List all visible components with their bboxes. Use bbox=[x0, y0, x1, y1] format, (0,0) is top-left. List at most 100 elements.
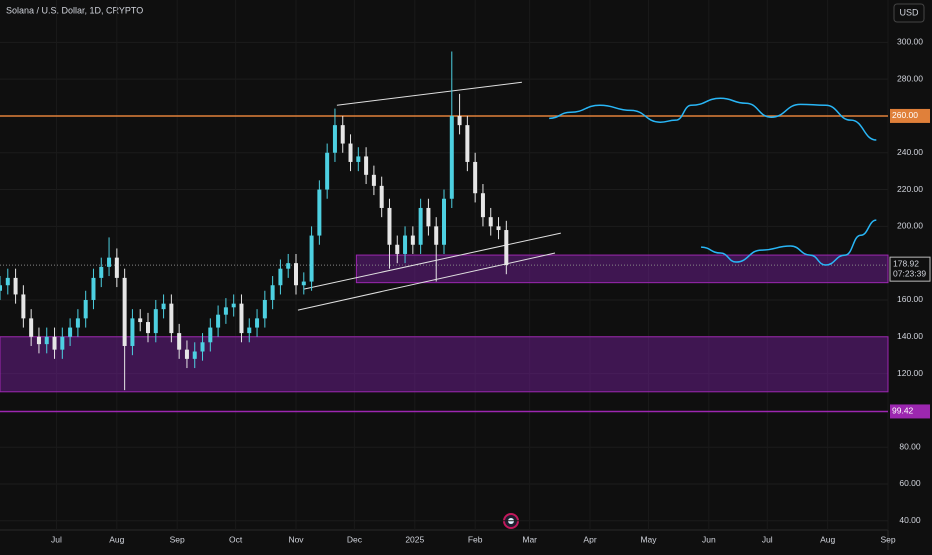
candle-body bbox=[13, 277, 18, 295]
zone bbox=[0, 336, 889, 393]
candle-body bbox=[5, 277, 10, 286]
candle-body bbox=[75, 318, 80, 328]
candle-body bbox=[379, 185, 384, 208]
x-tick-label: Dec bbox=[347, 534, 363, 544]
candle-body bbox=[465, 125, 470, 162]
candle-body bbox=[21, 294, 26, 319]
candle-body bbox=[231, 303, 236, 308]
y-tick-label: 200.00 bbox=[897, 221, 923, 231]
candle-body bbox=[488, 217, 493, 227]
candle-body bbox=[301, 281, 306, 286]
currency[interactable]: USD bbox=[899, 7, 919, 17]
trendline bbox=[336, 81, 522, 106]
candle-body bbox=[262, 299, 267, 319]
candle-body bbox=[146, 322, 150, 334]
candle-body bbox=[387, 207, 392, 245]
candle-body bbox=[107, 257, 112, 267]
candle-body bbox=[177, 333, 182, 350]
candle-body bbox=[332, 125, 337, 153]
x-tick-label: Sep bbox=[880, 534, 895, 544]
candle-body bbox=[122, 277, 127, 346]
candle-body bbox=[36, 336, 41, 345]
candle-body bbox=[239, 303, 244, 334]
last-price-label: 178.92 bbox=[893, 258, 919, 268]
candle-body bbox=[317, 189, 322, 236]
x-tick-label: May bbox=[640, 534, 657, 544]
candle-body bbox=[480, 193, 485, 218]
candle-body bbox=[91, 277, 96, 300]
candle-body bbox=[216, 314, 221, 328]
candle-body bbox=[348, 143, 353, 162]
y-tick-label: 60.00 bbox=[899, 478, 921, 488]
y-tick-label: 80.00 bbox=[899, 441, 921, 451]
candle-body bbox=[83, 299, 88, 319]
candle-body bbox=[169, 303, 174, 334]
x-tick-label: Oct bbox=[229, 534, 243, 544]
y-tick-label: 220.00 bbox=[897, 184, 923, 194]
candle-body bbox=[294, 263, 298, 286]
projection-line bbox=[701, 219, 877, 266]
level-label: 260.00 bbox=[892, 110, 918, 120]
x-tick-label: Jun bbox=[702, 534, 716, 544]
trendline bbox=[297, 252, 556, 311]
candle-body bbox=[153, 309, 158, 334]
candle-body bbox=[410, 235, 415, 245]
projection-line bbox=[549, 97, 877, 141]
level-label: 99.42 bbox=[892, 406, 914, 416]
x-tick-label: Sep bbox=[170, 534, 185, 544]
candle-body bbox=[247, 327, 252, 334]
candle-body bbox=[0, 285, 2, 291]
y-tick-label: 160.00 bbox=[897, 294, 923, 304]
chart-title: Solana / U.S. Dollar, 1D, CRYPTO bbox=[6, 5, 143, 15]
candle-body bbox=[434, 226, 439, 245]
candle-body bbox=[255, 318, 260, 328]
candle-body bbox=[504, 230, 509, 265]
level-label-box bbox=[890, 404, 930, 419]
candle-body bbox=[364, 156, 369, 175]
candle-body bbox=[340, 125, 345, 144]
plot bbox=[0, 0, 889, 530]
y-tick-label: 300.00 bbox=[897, 37, 923, 47]
candle-body bbox=[278, 268, 283, 286]
candle-body bbox=[200, 342, 205, 352]
candle-body bbox=[208, 327, 213, 343]
candle-body bbox=[138, 318, 143, 323]
candle-body bbox=[449, 115, 454, 199]
countdown: 07:23:39 bbox=[893, 268, 926, 278]
candle-body bbox=[192, 351, 197, 359]
y-tick-label: 120.00 bbox=[897, 368, 923, 378]
trendline bbox=[303, 232, 561, 290]
candle-body bbox=[356, 156, 361, 162]
candle-body bbox=[371, 174, 376, 186]
candle-body bbox=[68, 327, 73, 337]
candle-body bbox=[286, 263, 291, 269]
candle-body bbox=[395, 244, 400, 254]
last-price-box bbox=[889, 256, 931, 282]
candle-body bbox=[442, 198, 446, 245]
x-tick-label: Aug bbox=[109, 534, 124, 544]
candle-body bbox=[184, 349, 189, 359]
candle-body bbox=[496, 226, 501, 231]
candle-body bbox=[325, 152, 330, 190]
candle-body bbox=[29, 318, 34, 337]
x-tick-label: Jul bbox=[51, 534, 62, 544]
candle-body bbox=[418, 207, 423, 245]
x-tick-label: Nov bbox=[288, 534, 304, 544]
y-tick-label: 140.00 bbox=[897, 331, 923, 341]
x-tick-label: Mar bbox=[522, 534, 537, 544]
y-tick-label: 280.00 bbox=[897, 73, 923, 83]
level-label-box bbox=[890, 108, 930, 123]
y-tick-label: 40.00 bbox=[899, 515, 921, 525]
candle-body bbox=[223, 307, 228, 315]
x-tick-label: Apr bbox=[583, 534, 596, 544]
candle-body bbox=[457, 115, 462, 126]
candle-body bbox=[473, 161, 478, 194]
currency-button[interactable] bbox=[893, 3, 925, 23]
x-tick-label: Aug bbox=[820, 534, 835, 544]
candle-body bbox=[44, 336, 49, 345]
candle-body bbox=[52, 336, 57, 350]
candle-body bbox=[309, 235, 314, 282]
